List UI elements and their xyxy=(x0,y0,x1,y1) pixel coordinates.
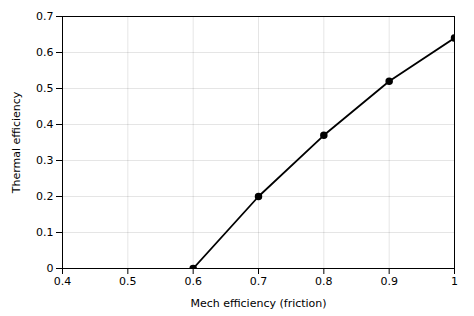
svg-text:Thermal efficiency: Thermal efficiency xyxy=(10,91,23,194)
svg-text:0.3: 0.3 xyxy=(36,154,54,167)
svg-text:1: 1 xyxy=(451,275,458,288)
svg-text:Mech efficiency (friction): Mech efficiency (friction) xyxy=(190,297,326,310)
svg-text:0.9: 0.9 xyxy=(380,275,398,288)
svg-text:0.7: 0.7 xyxy=(250,275,268,288)
svg-text:0.2: 0.2 xyxy=(36,190,54,203)
svg-text:0.5: 0.5 xyxy=(119,275,137,288)
svg-text:0.4: 0.4 xyxy=(54,275,72,288)
svg-text:0.4: 0.4 xyxy=(36,118,54,131)
svg-text:0.6: 0.6 xyxy=(184,275,202,288)
svg-text:0: 0 xyxy=(47,262,54,275)
svg-text:0.6: 0.6 xyxy=(36,46,54,59)
svg-text:0.5: 0.5 xyxy=(36,82,54,95)
svg-text:0.1: 0.1 xyxy=(36,226,54,239)
svg-text:0.7: 0.7 xyxy=(36,10,54,23)
svg-text:0.8: 0.8 xyxy=(315,275,333,288)
